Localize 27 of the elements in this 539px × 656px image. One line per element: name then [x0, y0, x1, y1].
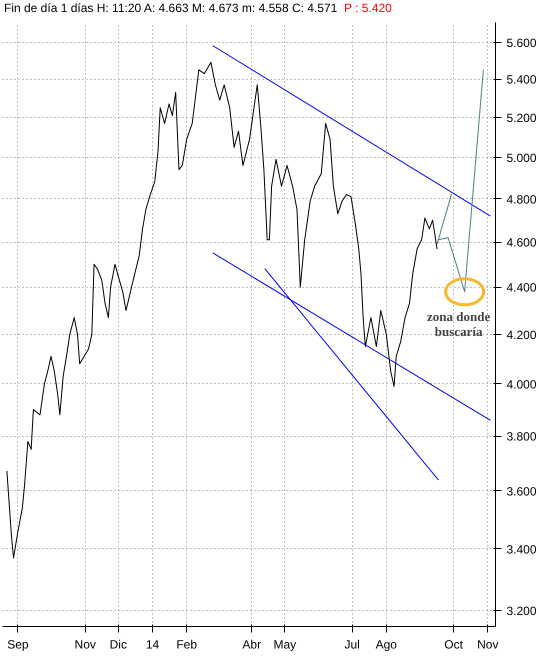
- y-tick-label: 5.000: [506, 150, 537, 165]
- x-tick-label: 14: [146, 638, 160, 652]
- x-tick-label: Abr: [242, 638, 262, 652]
- annotation: zona donde buscaría: [427, 308, 490, 339]
- x-tick-label: Sep: [7, 638, 29, 652]
- y-tick-label: 4.600: [506, 236, 537, 250]
- chart-title: Fin de día 1 días H: 11:20 A: 4.663 M: 4.673 m: 4.558 C: 4.571: [4, 1, 338, 15]
- x-tick-label: Feb: [176, 638, 198, 652]
- x-tick-label: Nov: [477, 638, 498, 652]
- y-tick-label: 4.000: [506, 377, 537, 392]
- x-tick-label: Dic: [110, 638, 127, 652]
- chart-subtitle: P : 5.420: [344, 1, 392, 15]
- y-tick-label: 3.600: [506, 484, 537, 498]
- y-tick-label: 3.800: [506, 430, 537, 444]
- y-tick-label: 4.200: [506, 328, 537, 342]
- y-tick-label: 5.400: [506, 72, 537, 87]
- y-tick-label: 4.800: [506, 192, 537, 206]
- x-tick-label: Jul: [344, 638, 360, 652]
- y-tick-label: 4.400: [506, 280, 537, 295]
- y-tick-label: 3.200: [506, 604, 537, 618]
- x-tick-label: Oct: [444, 638, 464, 652]
- x-tick-label: Ago: [376, 638, 398, 652]
- x-tick-label: Nov: [74, 638, 96, 652]
- x-tick-label: May: [274, 638, 296, 652]
- y-tick-label: 5.200: [506, 111, 537, 126]
- y-tick-label: 3.400: [506, 542, 537, 556]
- y-tick-label: 5.600: [506, 36, 537, 50]
